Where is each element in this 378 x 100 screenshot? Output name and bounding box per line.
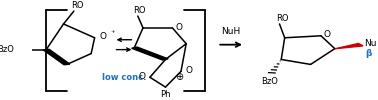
- Text: O: O: [185, 66, 192, 75]
- Text: ⊕: ⊕: [175, 72, 183, 82]
- Text: O: O: [324, 30, 331, 39]
- Text: low conc.: low conc.: [102, 73, 146, 82]
- Text: O: O: [139, 72, 146, 81]
- Text: β: β: [365, 49, 372, 58]
- Text: ⁺: ⁺: [110, 29, 115, 38]
- Text: Nu: Nu: [364, 39, 376, 48]
- Text: O: O: [100, 32, 107, 41]
- Text: O: O: [175, 23, 182, 32]
- Text: BzO: BzO: [261, 77, 277, 86]
- Text: Ph: Ph: [160, 90, 171, 99]
- Text: RO: RO: [133, 6, 146, 15]
- Text: RO: RO: [71, 1, 84, 10]
- Text: RO: RO: [276, 14, 288, 23]
- Polygon shape: [43, 49, 70, 65]
- Polygon shape: [335, 44, 363, 49]
- Text: NuH: NuH: [222, 27, 241, 36]
- Polygon shape: [132, 47, 168, 60]
- Text: BzO: BzO: [0, 45, 14, 54]
